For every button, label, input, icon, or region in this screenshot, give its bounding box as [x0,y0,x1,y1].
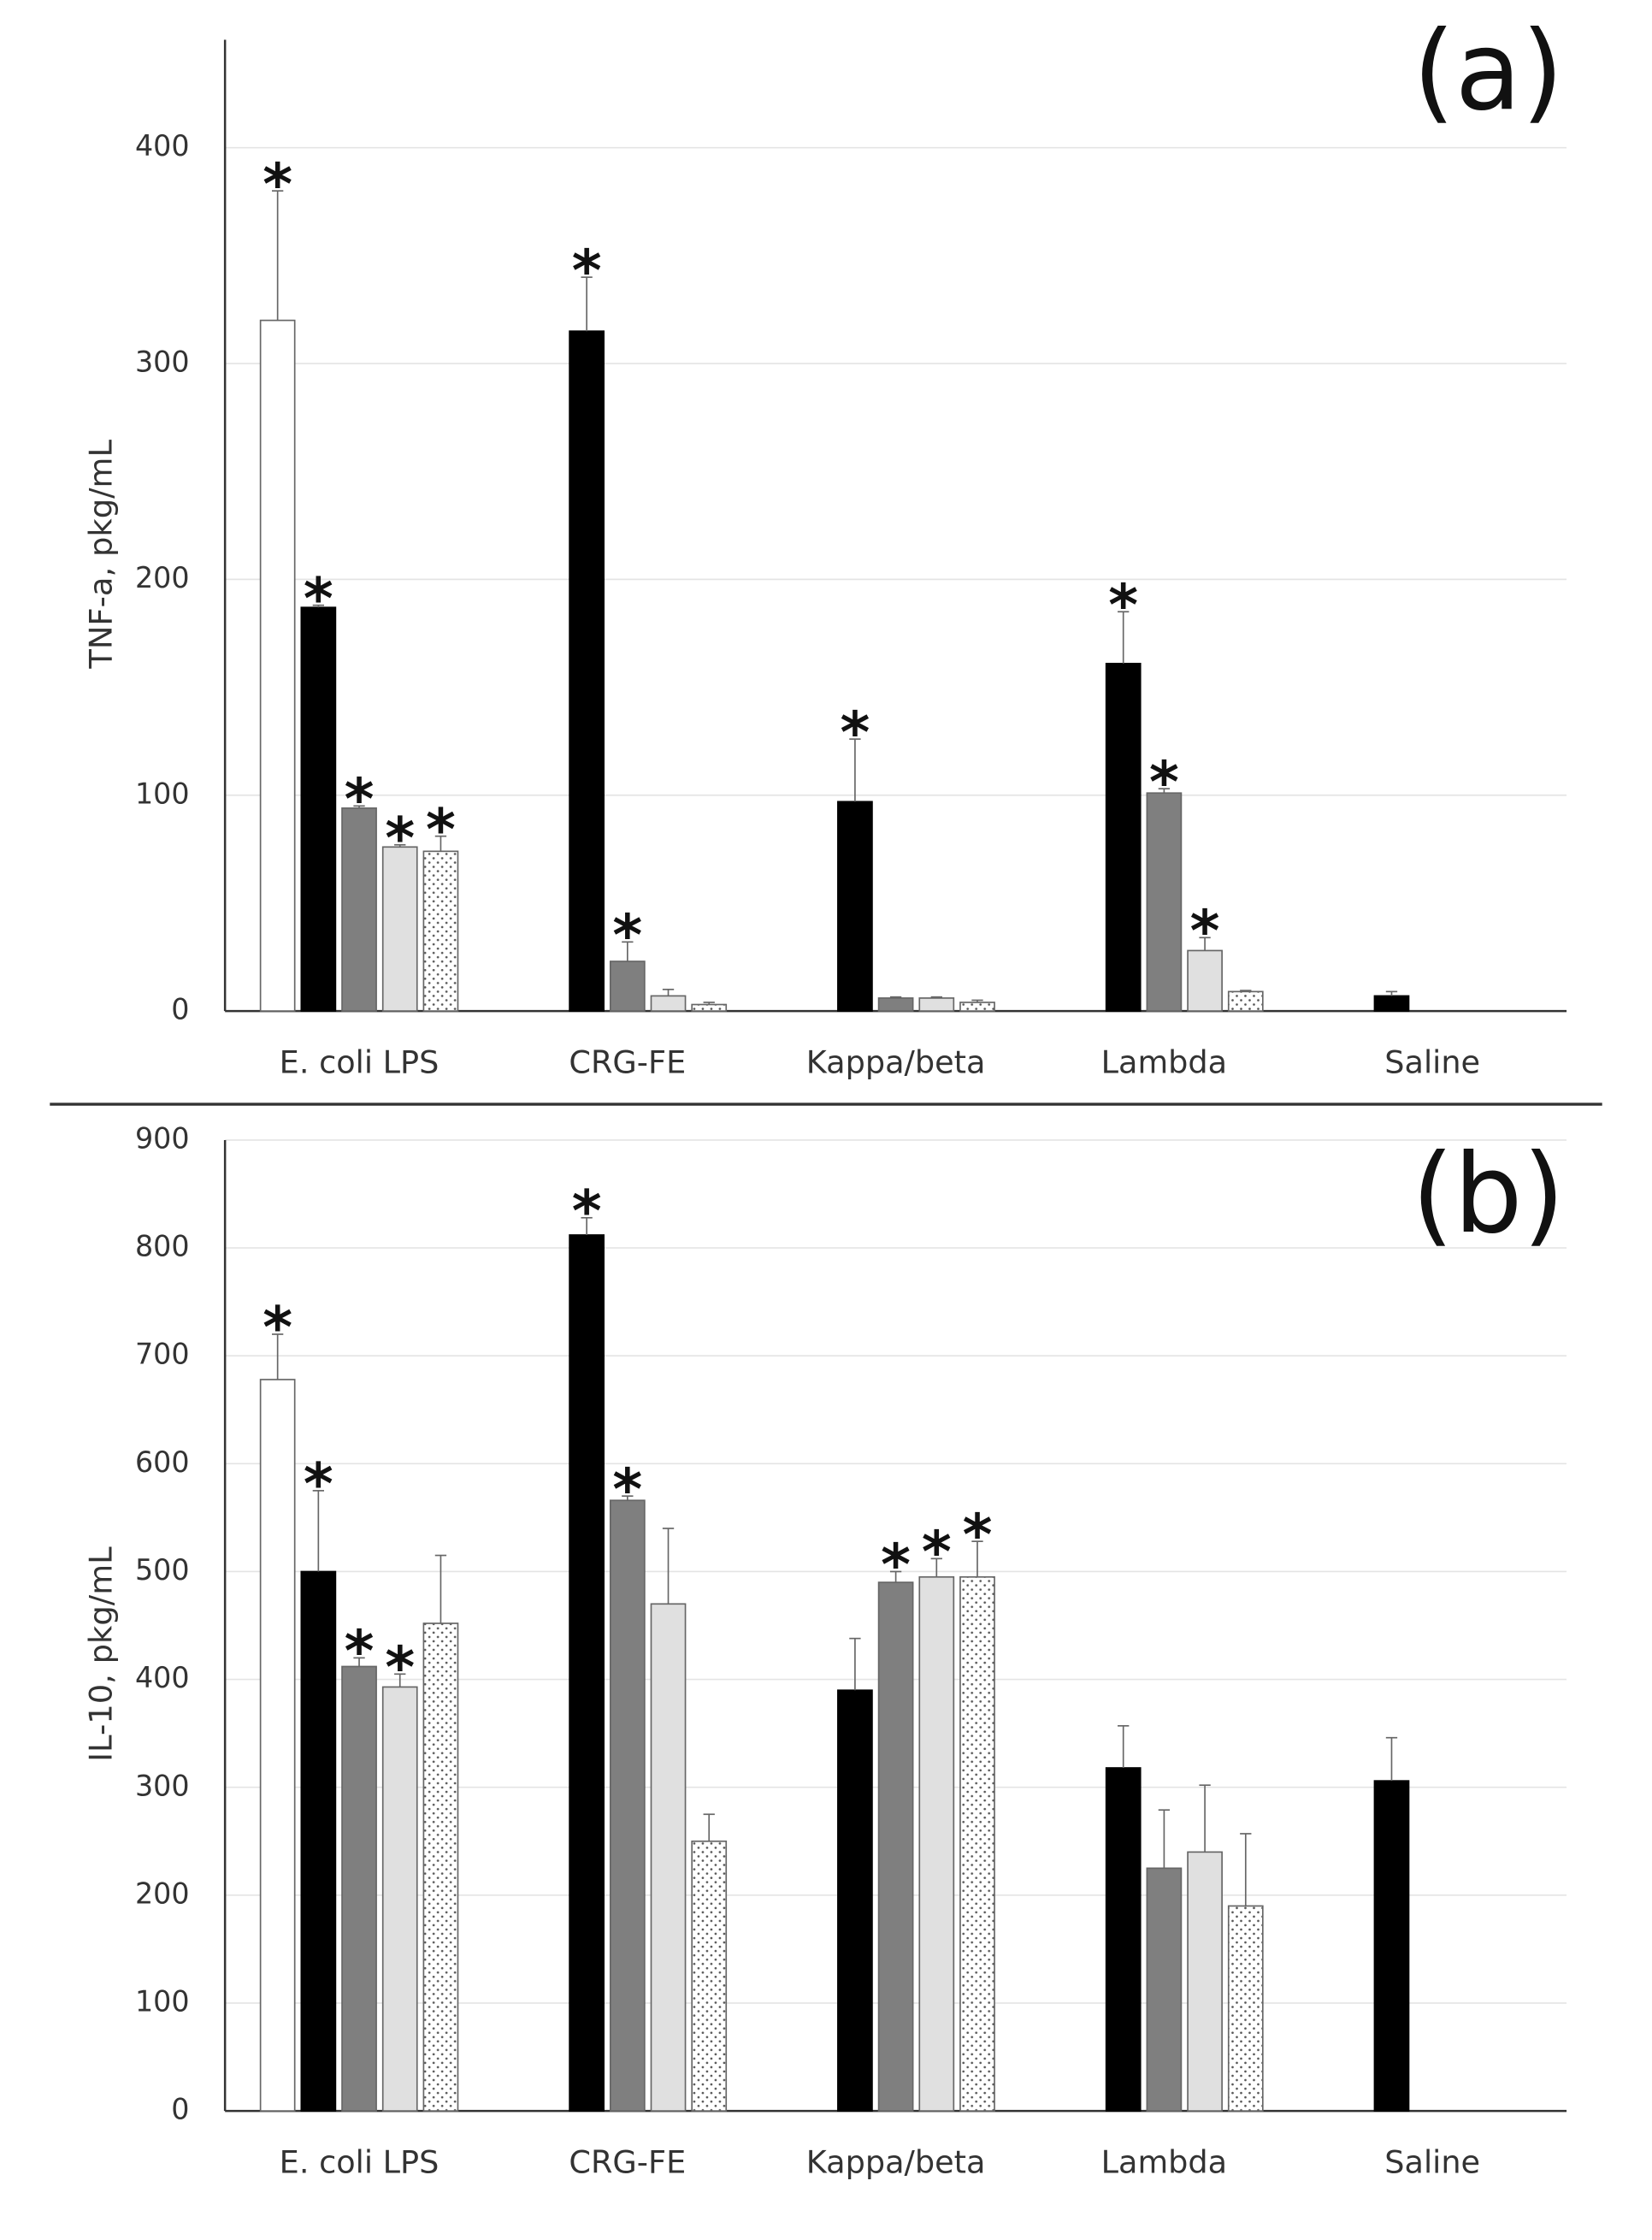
y-tick-label: 700 [135,1338,190,1371]
x-tick-label: CRG-FE [569,2144,686,2181]
bar [422,850,459,1012]
y-tick-label: 400 [135,1661,190,1694]
y-tick-label: 200 [135,561,190,594]
y-tick-label: 500 [135,1553,190,1587]
bar [691,1003,728,1012]
bar [341,807,377,1012]
bar [300,606,337,1012]
bar [381,1686,418,2112]
x-tick-label: Saline [1384,1044,1480,1081]
significance-marker: * [1108,571,1138,638]
bar [300,1570,337,2112]
bar [691,1840,728,2112]
significance-marker: * [1149,748,1179,815]
x-tick-label: Lambda [1101,2144,1227,2181]
significance-marker: * [385,805,415,872]
bar [1373,1780,1410,2112]
y-tick-label: 100 [135,777,190,810]
y-axis-label: TNF-a, pkg/mL [82,439,119,669]
bar [877,1581,914,2112]
significance-marker: * [612,1456,642,1522]
bar [1105,662,1142,1012]
significance-marker: * [345,765,375,832]
bar [259,319,296,1012]
bar [259,1379,296,2112]
x-tick-label: E. coli LPS [280,2144,440,2181]
x-tick-label: E. coli LPS [280,1044,440,1081]
x-tick-label: Lambda [1101,1044,1227,1081]
bar [569,1234,605,2112]
bar [422,1622,459,2112]
significance-marker: * [840,699,870,765]
significance-marker: * [1190,897,1220,964]
x-tick-label: Kappa/beta [806,2144,986,2181]
y-tick-label: 0 [171,2093,189,2126]
significance-marker: * [572,1178,602,1244]
significance-marker: * [963,1501,993,1568]
y-tick-label: 600 [135,1445,190,1479]
bar [1187,1851,1223,2112]
panel-label: (b) [1412,1130,1565,1257]
x-tick-label: CRG-FE [569,1044,686,1081]
significance-marker: * [881,1532,911,1599]
bar [959,1002,995,1012]
y-tick-label: 0 [171,992,189,1025]
bar [609,1499,646,2112]
bar [918,997,955,1012]
x-tick-label: Saline [1384,2144,1480,2181]
significance-marker: * [426,796,456,863]
bar [1227,990,1264,1012]
significance-marker: * [263,151,292,217]
bar [837,1689,873,2112]
panel-label: (a) [1413,8,1563,135]
bar [1227,1905,1264,2112]
bar [1146,1867,1183,2112]
bar [1146,792,1183,1012]
y-tick-label: 300 [135,1769,190,1802]
significance-marker: * [263,1294,292,1361]
bar [569,330,605,1012]
bar [1373,995,1410,1012]
significance-marker: * [304,1451,333,1517]
bar [650,995,687,1012]
y-tick-label: 100 [135,1984,190,2018]
y-axis-label: IL-10, pkg/mL [82,1546,119,1762]
bar [381,846,418,1012]
bar [341,1665,377,2112]
significance-marker: * [612,901,642,968]
significance-marker: * [922,1518,952,1585]
y-tick-label: 400 [135,129,190,163]
significance-marker: * [385,1634,415,1700]
bar [837,801,873,1012]
bar [650,1603,687,2112]
y-tick-label: 200 [135,1877,190,1910]
significance-marker: * [345,1617,375,1684]
y-tick-label: 800 [135,1230,190,1263]
significance-marker: * [304,565,333,632]
bar [959,1575,995,2112]
x-tick-label: Kappa/beta [806,1044,986,1081]
bar [1105,1767,1142,2112]
bar [877,997,914,1012]
bar [918,1575,955,2112]
significance-marker: * [572,237,602,304]
y-tick-label: 300 [135,345,190,378]
bar [609,960,646,1012]
y-tick-label: 900 [135,1121,190,1155]
